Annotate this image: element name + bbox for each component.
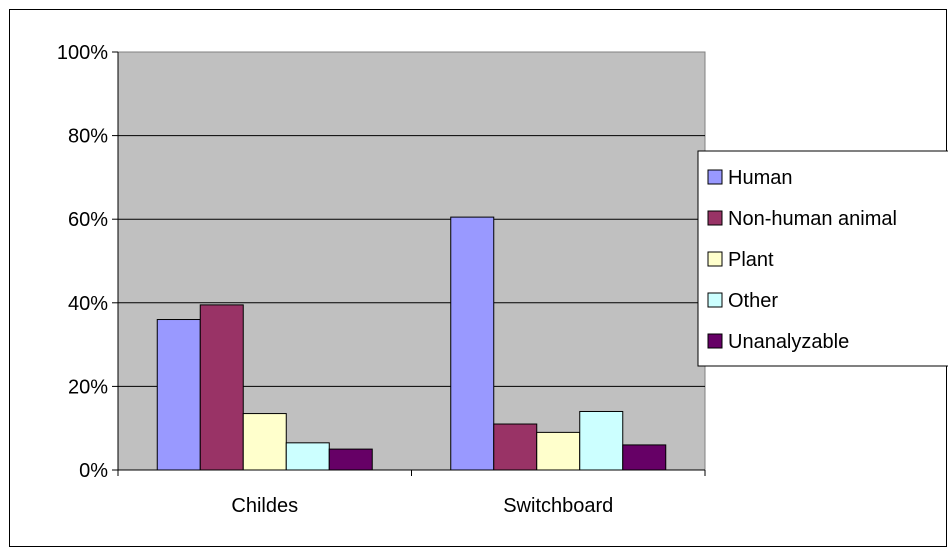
y-tick-label: 20% (68, 376, 108, 398)
legend: Human Non-human animal Plant Other Unanalyza… (697, 150, 948, 367)
legend-swatch (707, 292, 723, 308)
bar (450, 216, 495, 471)
legend-swatch (707, 251, 723, 267)
bar-chart: 0% 20% 40% 60% 80% 100% Childes Switchboard Hum… (57, 42, 948, 517)
axes: 0% 20% 40% 60% 80% 100% Childes Switchboard (57, 42, 706, 517)
bar (622, 444, 667, 471)
bar (493, 423, 538, 471)
bar (199, 304, 244, 471)
y-tick-label: 80% (68, 126, 108, 148)
bar (579, 410, 624, 471)
y-tick-label: 100% (57, 42, 108, 64)
y-tick-label: 60% (68, 209, 108, 231)
y-tick-label: 40% (68, 293, 108, 315)
bar (328, 448, 373, 471)
legend-box (697, 150, 948, 367)
bar (285, 442, 330, 471)
legend-label: Unanalyzable (728, 331, 849, 353)
legend-swatch (707, 169, 723, 185)
category-label: Switchboard (503, 495, 613, 517)
bar (242, 413, 287, 471)
legend-swatch (707, 333, 723, 349)
legend-swatch (707, 210, 723, 226)
category-label: Childes (231, 495, 298, 517)
bar (156, 319, 201, 471)
y-tick-label: 0% (79, 460, 108, 482)
legend-label: Plant (728, 249, 774, 271)
bars (156, 216, 667, 471)
legend-label: Non-human animal (728, 208, 897, 230)
bar (536, 431, 581, 471)
chart-frame: 0% 20% 40% 60% 80% 100% Childes Switchboard Hum… (9, 9, 948, 547)
legend-label: Other (728, 290, 778, 312)
legend-label: Human (728, 167, 792, 189)
